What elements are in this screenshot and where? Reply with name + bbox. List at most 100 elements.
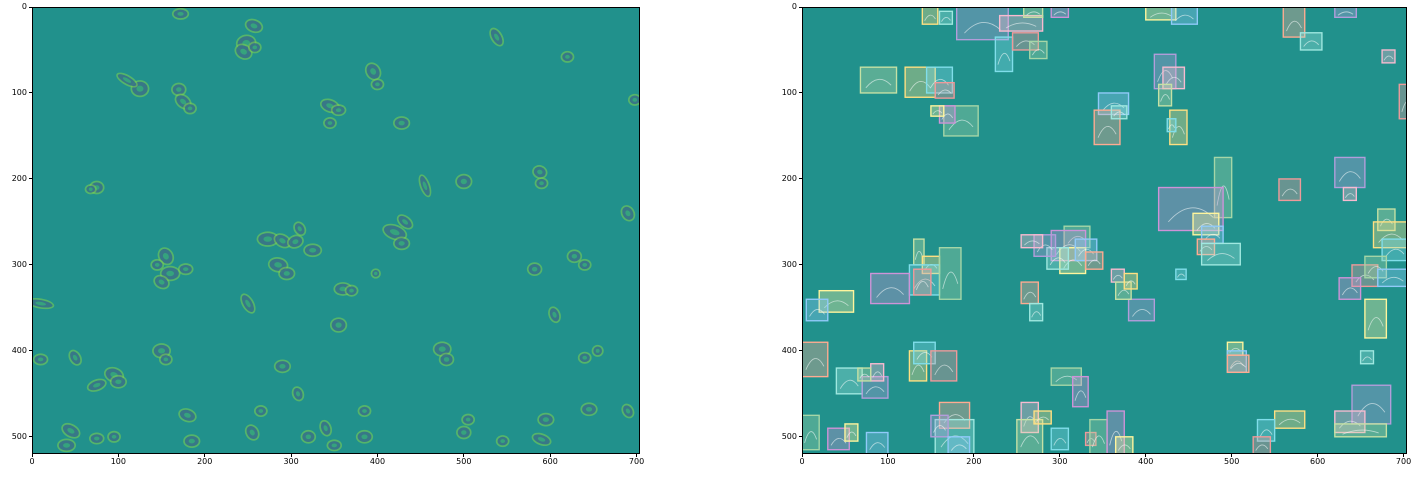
segmentation-box	[947, 436, 971, 454]
segmentation-box	[1029, 302, 1044, 322]
segmentation-box	[1016, 418, 1044, 454]
cell	[370, 78, 385, 91]
cell	[171, 7, 190, 20]
segmentation-box	[1011, 32, 1040, 51]
segmentation-box	[1398, 83, 1407, 120]
segmentation-box	[1162, 66, 1186, 90]
right-x-tick-mark	[801, 454, 803, 457]
segmentation-box	[1200, 242, 1241, 266]
segmentation-box	[1196, 238, 1216, 256]
right-x-tick-mark	[1059, 454, 1061, 457]
cell	[577, 351, 592, 364]
cell	[357, 405, 372, 418]
cell	[393, 116, 411, 130]
segmentation-box	[1020, 281, 1040, 305]
left-x-tick-label: 700	[628, 457, 645, 466]
segmentation-box	[1106, 410, 1125, 454]
cell	[393, 236, 411, 251]
cell	[32, 353, 49, 366]
cell	[158, 353, 173, 366]
segmentation-box	[1050, 427, 1070, 451]
segmentation-box	[1157, 186, 1224, 232]
cell	[278, 266, 296, 281]
segmentation-box	[1226, 350, 1247, 374]
segmentation-box	[1377, 208, 1396, 232]
segmentation-box	[1342, 186, 1357, 202]
left-x-tick-mark	[31, 454, 33, 457]
left-x-tick-label: 200	[197, 457, 213, 466]
right-x-tick-mark	[1403, 454, 1405, 457]
right-x-tick-label: 0	[799, 457, 805, 466]
left-x-tick-label: 0	[29, 457, 35, 466]
cell	[396, 214, 414, 230]
cell	[273, 233, 292, 249]
segmentation-box	[998, 14, 1044, 32]
left-y-tick-label: 100	[11, 87, 27, 97]
segmentation-box	[802, 341, 829, 378]
segmentation-box	[835, 367, 863, 395]
segmentation-box	[934, 418, 975, 454]
segmentation-box	[1351, 384, 1392, 425]
left-y-tick-label: 300	[11, 259, 27, 269]
left-y-tick-label: 200	[11, 173, 27, 183]
right-y-tick-label: 0	[791, 2, 797, 11]
left-x-tick-mark	[117, 454, 119, 457]
segmentation-box	[1351, 264, 1379, 288]
cell	[293, 221, 307, 237]
right-x-tick-mark	[973, 454, 975, 457]
segmentation-box	[1334, 156, 1366, 189]
segmentation-box	[1153, 53, 1177, 90]
segmentation-box	[921, 7, 939, 25]
cell	[344, 284, 359, 297]
right-y-tick-label: 200	[781, 173, 797, 183]
cell	[303, 243, 323, 258]
segmentation-box	[865, 431, 889, 454]
segmentation-box	[1074, 238, 1098, 262]
cell	[183, 434, 201, 448]
segmentation-box	[1114, 281, 1132, 300]
cell	[286, 234, 304, 249]
left-y-tick-mark	[29, 264, 32, 266]
segmentation-box	[802, 414, 820, 451]
cell	[244, 18, 264, 34]
segmentation-box	[1089, 418, 1108, 454]
segmentation-box	[1114, 436, 1134, 454]
left-microscopy-image	[32, 7, 640, 454]
segmentation-box	[861, 375, 889, 399]
left-x-tick-mark	[204, 454, 206, 457]
segmentation-box	[1050, 367, 1082, 386]
segmentation-box	[1226, 341, 1244, 356]
cell	[418, 174, 432, 198]
segmentation-box	[1334, 7, 1357, 19]
right-y-tick-label: 400	[781, 345, 797, 355]
segmentation-box	[1050, 229, 1087, 262]
left-x-tick-mark	[290, 454, 292, 457]
segmentation-box	[1252, 436, 1272, 454]
right-x-tick-mark	[1317, 454, 1319, 457]
left-y-tick-mark	[29, 178, 32, 180]
segmentation-box	[1046, 247, 1070, 270]
segmentation-box	[1127, 298, 1156, 322]
right-x-tick-label: 300	[1052, 457, 1068, 466]
right-axes-frame	[802, 7, 1407, 454]
segmentation-box	[1166, 118, 1177, 133]
right-y-tick-label: 100	[781, 87, 797, 97]
left-x-tick-label: 400	[369, 457, 386, 466]
left-y-tick-mark	[29, 436, 32, 438]
left-panel: 0 100 200 300 400 500 600 700 0 100 200 300 400 500	[0, 0, 650, 479]
segmentation-box	[913, 268, 932, 296]
segmentation-box	[1213, 156, 1233, 219]
cell	[382, 223, 408, 241]
segmentation-box	[1200, 225, 1224, 245]
cell	[326, 439, 343, 452]
cell	[153, 274, 170, 290]
segmentation-box	[870, 272, 911, 305]
segmentation-box	[938, 105, 956, 124]
segmentation-box	[1023, 7, 1044, 19]
cell	[620, 205, 636, 222]
cell	[531, 432, 552, 447]
cell	[577, 258, 592, 271]
segmentation-box	[1226, 354, 1250, 374]
segmentation-box	[938, 247, 962, 300]
segmentation-box	[1110, 105, 1128, 120]
